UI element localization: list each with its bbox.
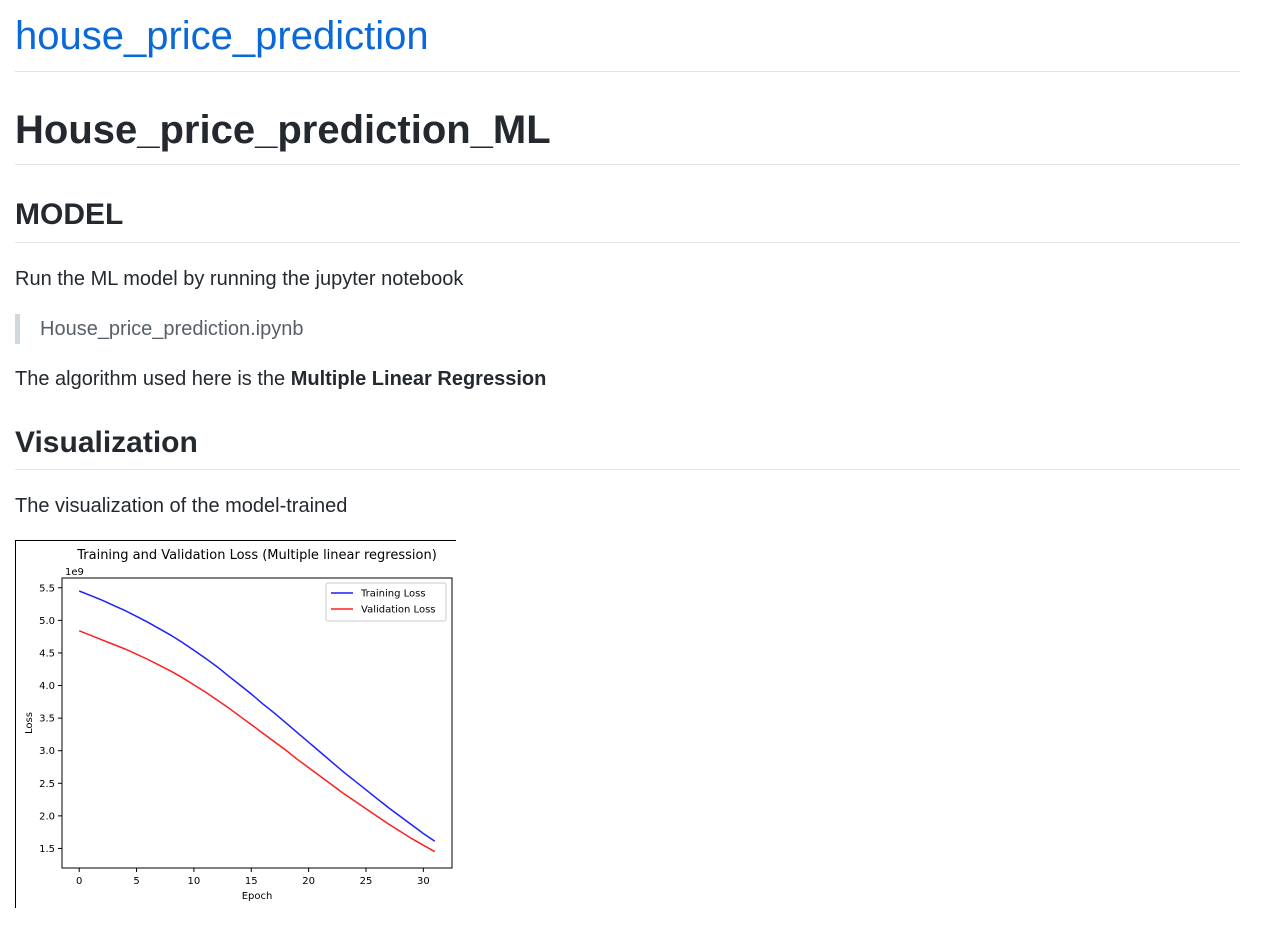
y-tick-label: 4.0 xyxy=(39,681,55,692)
site-title-link[interactable]: house_price_prediction xyxy=(15,14,429,58)
x-tick-label: 25 xyxy=(360,876,373,887)
x-tick-label: 10 xyxy=(188,876,201,887)
visualization-heading: Visualization xyxy=(15,426,198,459)
x-axis-label: Epoch xyxy=(242,891,273,902)
y-tick-label: 2.0 xyxy=(39,811,55,822)
y-tick-label: 5.0 xyxy=(39,616,55,627)
notebook-filename: House_price_prediction.ipynb xyxy=(40,318,304,340)
algorithm-name: Multiple Linear Regression xyxy=(290,368,547,390)
algorithm-text: The algorithm used here is the Multiple … xyxy=(15,366,546,392)
y-axis-label: Loss xyxy=(24,712,35,734)
loss-chart: Training and Validation Loss (Multiple l… xyxy=(15,540,456,908)
image-border-top xyxy=(15,540,456,541)
divider xyxy=(15,164,1240,165)
y-tick-label: 3.5 xyxy=(39,714,55,725)
model-heading: MODEL xyxy=(15,198,124,231)
y-tick-label: 5.5 xyxy=(39,583,55,594)
series-line-validation-loss xyxy=(78,630,436,853)
visualization-intro-text: The visualization of the model-trained xyxy=(15,495,348,517)
x-tick-label: 20 xyxy=(302,876,315,887)
x-tick-label: 30 xyxy=(417,876,430,887)
y-tick-label: 2.5 xyxy=(39,779,55,790)
image-border-left xyxy=(15,540,16,908)
y-tick-label: 3.0 xyxy=(39,746,55,757)
legend-label: Validation Loss xyxy=(361,605,436,616)
divider xyxy=(15,469,1240,470)
divider xyxy=(15,242,1240,243)
legend-box xyxy=(325,582,447,622)
algorithm-prefix: The algorithm used here is the xyxy=(15,368,291,390)
notebook-blockquote: House_price_prediction.ipynb xyxy=(15,314,304,344)
model-intro-text: Run the ML model by running the jupyter … xyxy=(15,268,464,290)
legend-label: Training Loss xyxy=(360,589,426,600)
x-tick-label: 5 xyxy=(133,876,139,887)
chart-legend: Training Loss Validation Loss xyxy=(325,582,447,622)
y-tick-label: 1.5 xyxy=(39,844,55,855)
divider xyxy=(15,71,1240,72)
loss-chart-image: Training and Validation Loss (Multiple l… xyxy=(15,540,456,908)
series-line-training-loss xyxy=(78,590,436,842)
x-tick-label: 15 xyxy=(245,876,258,887)
y-tick-label: 4.5 xyxy=(39,648,55,659)
x-tick-label: 0 xyxy=(76,876,82,887)
y-scale-note: 1e9 xyxy=(65,567,84,578)
page-title: House_price_prediction_ML xyxy=(15,108,551,152)
chart-title: Training and Validation Loss (Multiple l… xyxy=(76,548,437,563)
plot-area xyxy=(61,577,453,869)
